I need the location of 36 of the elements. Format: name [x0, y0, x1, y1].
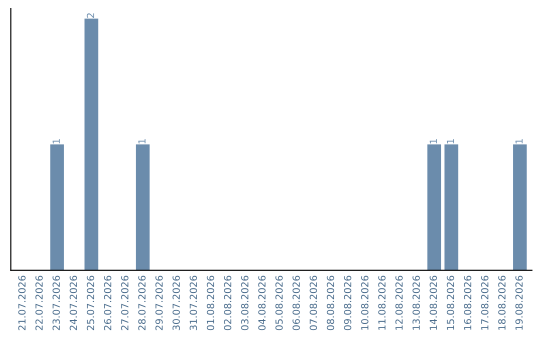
x-tick-label: 02.08.2026 [224, 276, 232, 330]
x-tick-label: 31.07.2026 [190, 276, 198, 330]
x-tick-label: 07.08.2026 [310, 276, 318, 330]
x-tick-label: 16.08.2026 [464, 276, 472, 330]
data-label: 2 [86, 13, 94, 18]
x-tick-label: 10.08.2026 [361, 276, 368, 330]
data-label: 1 [52, 139, 60, 144]
x-tick-label: 24.07.2026 [70, 276, 78, 330]
x-tick-label: 22.07.2026 [35, 276, 43, 330]
x-tick-label: 29.07.2026 [155, 276, 163, 330]
data-label: 1 [138, 139, 146, 144]
x-tick-label: 14.08.2026 [430, 276, 438, 330]
x-tick-label: 12.08.2026 [395, 276, 403, 330]
x-tick-label: 11.08.2026 [378, 276, 386, 330]
x-tick-label: 06.08.2026 [292, 276, 300, 330]
x-tick-label: 23.07.2026 [52, 276, 60, 330]
x-tick-label: 09.08.2026 [344, 276, 352, 330]
x-tick-label: 30.07.2026 [172, 276, 180, 330]
x-tick-label: 01.08.2026 [206, 276, 214, 330]
x-tick-label: 27.07.2026 [121, 276, 128, 330]
data-label: 1 [515, 139, 523, 144]
x-tick-label: 18.08.2026 [498, 276, 506, 330]
x-tick-label: 04.08.2026 [258, 276, 266, 330]
data-label: 1 [430, 139, 437, 144]
x-tick-label: 13.08.2026 [412, 276, 420, 330]
x-tick-label: 19.08.2026 [515, 276, 523, 330]
x-tick-label: 17.08.2026 [481, 276, 488, 330]
x-tick-label: 28.07.2026 [138, 276, 146, 330]
x-tick-label: 08.08.2026 [326, 276, 334, 330]
data-label: 1 [446, 139, 454, 144]
x-tick-label: 05.08.2026 [275, 276, 283, 330]
x-tick-label: 03.08.2026 [241, 276, 248, 330]
x-tick-label: 15.08.2026 [446, 276, 454, 330]
x-tick-label: 21.07.2026 [18, 276, 26, 330]
x-tick-label: 25.07.2026 [86, 276, 94, 330]
x-tick-label: 26.07.2026 [104, 276, 112, 330]
